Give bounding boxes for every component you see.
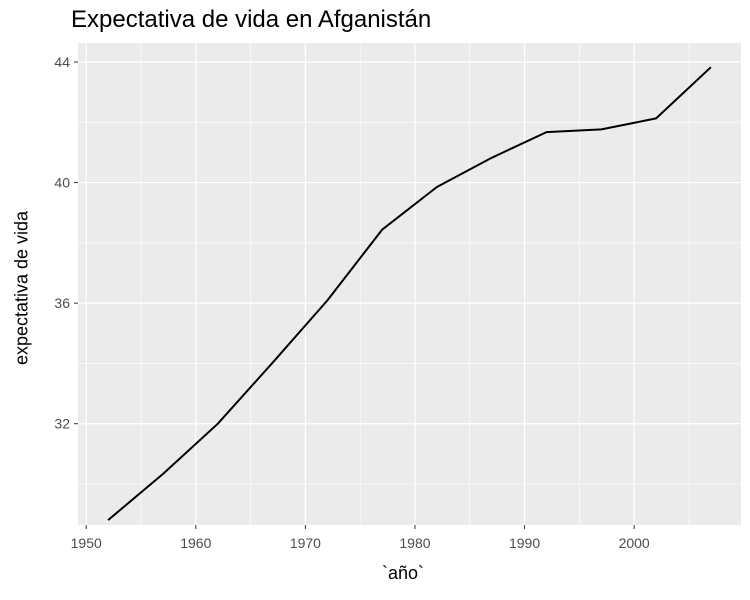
- minor-gridlines: [78, 43, 741, 525]
- y-tick-label: 32: [54, 416, 70, 432]
- x-tick-label: 1980: [399, 535, 430, 551]
- y-tick-label: 40: [54, 175, 70, 191]
- y-axis-label: expectativa de vida: [11, 210, 32, 366]
- y-tick-label: 36: [54, 295, 70, 311]
- series-line: [107, 66, 712, 521]
- axes-layer: 1950 1960 1970 1980 1990 2000 32 36 40 44: [54, 54, 650, 551]
- plot-panel: [78, 43, 741, 525]
- x-tick-label: 1960: [180, 535, 211, 551]
- x-axis-label: `año`: [381, 563, 425, 583]
- x-tick-label: 1990: [509, 535, 540, 551]
- x-tick-label: 1950: [71, 535, 102, 551]
- x-tick-label: 1970: [290, 535, 321, 551]
- x-tick-label: 2000: [619, 535, 650, 551]
- y-tick-label: 44: [54, 54, 70, 70]
- chart-title: Expectativa de vida en Afganistán: [71, 6, 432, 33]
- series-layer: [107, 66, 712, 521]
